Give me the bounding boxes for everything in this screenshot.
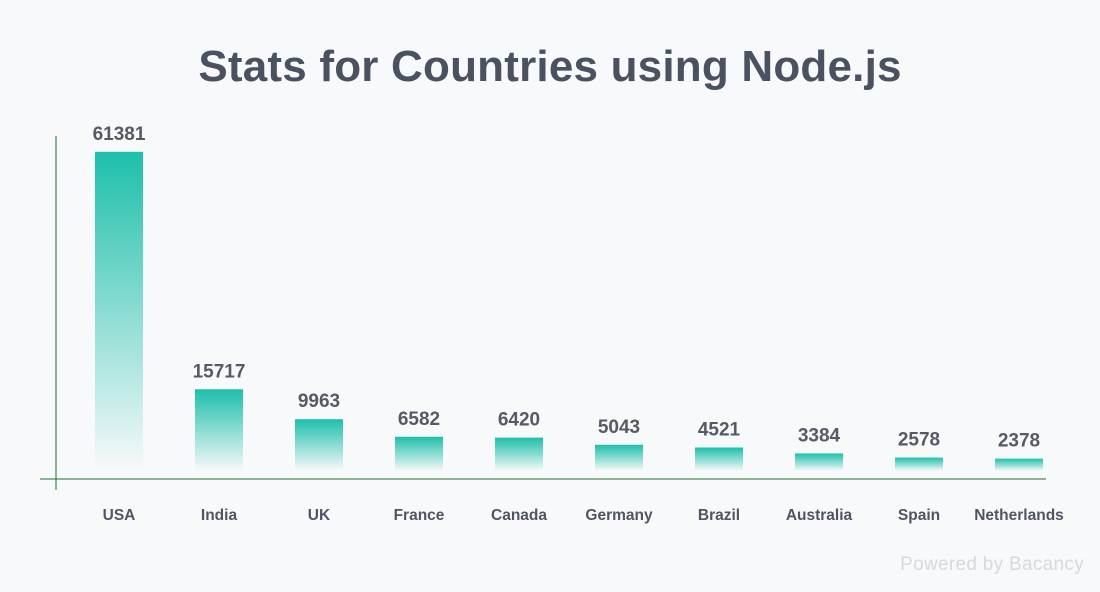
value-label-brazil: 4521 xyxy=(698,419,741,440)
category-label-brazil: Brazil xyxy=(698,507,740,524)
value-label-canada: 6420 xyxy=(498,410,540,431)
bar-netherlands xyxy=(995,458,1043,471)
value-label-germany: 5043 xyxy=(598,417,640,438)
bar-usa xyxy=(95,151,143,472)
powered-by-label: Powered by Bacancy xyxy=(900,554,1084,575)
chart-title: Stats for Countries using Node.js xyxy=(198,42,902,91)
category-label-france: France xyxy=(394,507,445,524)
bar-germany xyxy=(595,444,643,471)
value-label-netherlands: 2378 xyxy=(998,431,1040,452)
category-label-uk: UK xyxy=(308,507,331,524)
value-label-australia: 3384 xyxy=(798,425,841,446)
bars-group: 61381 USA 15717 India 9963 UK 6582 France 6420 Ca… xyxy=(93,124,1064,524)
category-label-canada: Canada xyxy=(491,507,547,524)
bar-france xyxy=(395,436,443,471)
category-label-spain: Spain xyxy=(898,507,940,524)
value-label-spain: 2578 xyxy=(898,430,940,451)
value-label-india: 15717 xyxy=(193,361,246,382)
value-label-uk: 9963 xyxy=(298,391,340,412)
category-label-usa: USA xyxy=(103,507,136,524)
value-label-usa: 61381 xyxy=(93,124,146,145)
value-label-france: 6582 xyxy=(398,409,440,430)
bar-spain xyxy=(895,457,943,471)
category-label-australia: Australia xyxy=(786,507,853,524)
bar-australia xyxy=(795,453,843,471)
bar-canada xyxy=(495,437,543,471)
category-label-germany: Germany xyxy=(585,507,653,524)
bar-uk xyxy=(295,419,343,471)
category-label-india: India xyxy=(201,507,238,524)
bar-brazil xyxy=(695,447,743,471)
category-label-netherlands: Netherlands xyxy=(974,507,1064,524)
bar-india xyxy=(195,389,243,471)
